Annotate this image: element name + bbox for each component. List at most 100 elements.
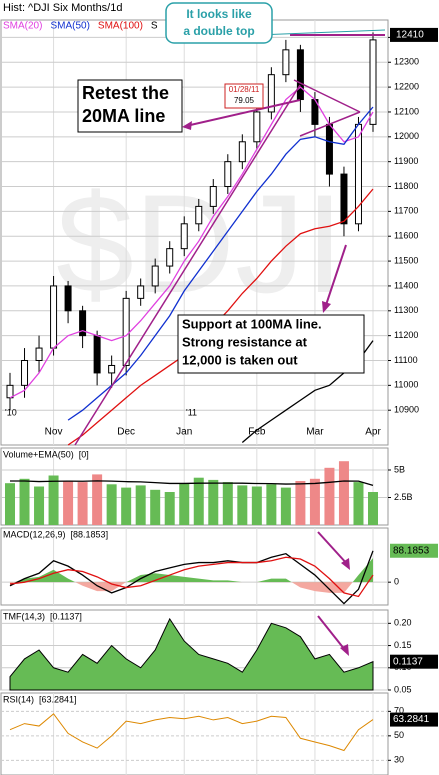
volume-bar xyxy=(164,492,175,525)
rsi-line xyxy=(9,713,374,752)
candle-body xyxy=(137,285,145,299)
trend-line xyxy=(293,79,361,113)
y-tick-label: 11600 xyxy=(394,231,418,241)
y-tick-label: 5B xyxy=(394,464,405,474)
candle-body xyxy=(166,248,174,267)
candle-body xyxy=(296,49,304,101)
legend-entry: SMA(100) xyxy=(98,21,143,32)
candle-body xyxy=(64,285,72,312)
annotation-box xyxy=(224,83,264,109)
candle-body xyxy=(21,359,29,386)
chart-title: Hist: ^DJI Six Months/1d xyxy=(3,2,122,14)
annotation-box xyxy=(77,79,183,133)
candle-body xyxy=(108,364,116,374)
value-box xyxy=(390,654,438,669)
volume-bar xyxy=(338,461,349,525)
candle-body xyxy=(79,310,87,337)
panel-title: MACD(12,26,9) xyxy=(3,529,66,539)
candle-body xyxy=(325,123,333,175)
volume-bar xyxy=(121,487,132,525)
annotation: Strong resistance at xyxy=(182,334,308,349)
value-label: 88.1853 xyxy=(393,545,430,556)
trend-line xyxy=(299,111,361,137)
volume-bar xyxy=(295,481,306,525)
panel-current: [63.2841] xyxy=(39,694,77,704)
volume-bar xyxy=(266,484,277,525)
legend-entry: SMA(50) xyxy=(50,21,89,32)
volume-bar xyxy=(237,485,248,525)
year-label: '11 xyxy=(186,407,197,417)
volume-bar xyxy=(208,479,219,525)
candle-body xyxy=(238,141,246,163)
arrow-head xyxy=(341,558,350,570)
panel-frame xyxy=(0,692,389,775)
volume-bar xyxy=(106,484,117,525)
x-tick-label: Apr xyxy=(365,427,381,438)
annotation: 79.05 xyxy=(234,96,255,105)
trend-line xyxy=(74,84,301,446)
arrow-head xyxy=(182,121,192,130)
annotation: 20MA line xyxy=(82,106,165,126)
y-tick-label: 11700 xyxy=(394,206,418,216)
candle-body xyxy=(209,186,217,207)
candle-body xyxy=(369,39,377,125)
x-tick-label: Mar xyxy=(306,427,324,438)
panel-current: [0.1137] xyxy=(50,611,82,621)
y-tick-label: 12000 xyxy=(394,131,419,141)
y-tick-label: 11100 xyxy=(394,355,418,365)
volume-bar xyxy=(309,478,320,525)
y-tick-label: 2.5B xyxy=(394,492,413,502)
panel-title: RSI(14) xyxy=(3,694,34,704)
area xyxy=(9,617,374,691)
y-tick-label: 12300 xyxy=(394,57,419,67)
series-line xyxy=(9,86,374,399)
candle-body xyxy=(267,74,275,113)
value-box xyxy=(390,712,438,727)
y-tick-label: 12100 xyxy=(394,106,419,116)
y-tick-label: 0 xyxy=(394,577,399,587)
y-tick-label: 11800 xyxy=(394,181,418,191)
area xyxy=(10,557,373,583)
annotation: 12,000 is taken out xyxy=(182,352,298,367)
callout-box xyxy=(165,2,273,44)
watermark: $DJI xyxy=(56,165,344,322)
x-tick-label: Nov xyxy=(45,427,63,438)
volume-bar xyxy=(135,485,146,525)
price-label: 12410 xyxy=(396,30,424,41)
panel-current: [0] xyxy=(79,449,89,459)
arrow xyxy=(325,244,347,306)
candle-body xyxy=(195,205,203,225)
volume-bar xyxy=(150,489,161,525)
price-box xyxy=(390,27,438,42)
y-tick-label: 11500 xyxy=(394,255,418,265)
candle-body xyxy=(93,335,101,374)
panel-title: TMF(14,3) xyxy=(3,611,45,621)
arrow xyxy=(317,531,349,566)
volume-bar xyxy=(280,487,291,525)
candle-body xyxy=(180,223,188,250)
volume-bar xyxy=(19,478,30,525)
annotation-box xyxy=(177,314,365,374)
panel-title: Volume+EMA(50) xyxy=(3,449,74,459)
y-tick-label: 0.15 xyxy=(394,640,412,650)
series-line xyxy=(10,480,374,487)
arrow-head xyxy=(322,301,331,313)
year-label: '10 xyxy=(5,407,17,417)
volume-bar xyxy=(179,483,190,525)
plot: 10900 11000 11100 11200 11300 11400 11500 11600… xyxy=(0,19,438,775)
candle-body xyxy=(6,384,14,399)
volume-bar xyxy=(353,482,364,525)
annotation: It looks like xyxy=(186,7,252,21)
candle-body xyxy=(50,285,58,349)
arrow xyxy=(317,615,346,651)
candle-body xyxy=(35,347,43,361)
legend-entry: S xyxy=(151,21,158,32)
candle-body xyxy=(122,297,130,366)
candle-body xyxy=(282,49,290,76)
volume-bar xyxy=(324,467,335,525)
candle-body xyxy=(340,173,348,225)
x-tick-label: Feb xyxy=(248,427,266,438)
y-tick-label: 11200 xyxy=(394,330,418,340)
volume-bar xyxy=(222,482,233,525)
y-tick-label: 11300 xyxy=(394,305,418,315)
